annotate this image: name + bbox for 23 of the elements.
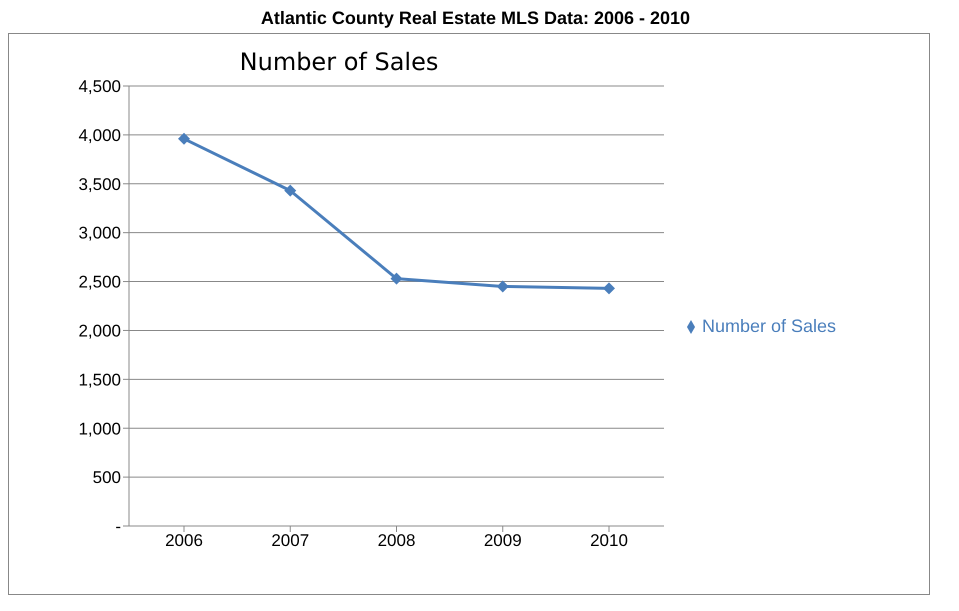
point <box>496 280 509 292</box>
x-tick-label: 2010 <box>590 531 628 550</box>
chart-subtitle: Number of Sales <box>238 47 440 76</box>
x-tick-label: 2008 <box>378 531 416 550</box>
y-tick-label: 4,000 <box>78 126 121 145</box>
y-tick-label: 3,000 <box>78 224 121 243</box>
y-tick-label: 4,500 <box>78 77 121 96</box>
y-tick-label: 2,500 <box>78 272 121 292</box>
y-tick-label: 2,000 <box>78 321 121 340</box>
legend-label: Number of Sales <box>702 316 836 336</box>
point <box>178 132 190 145</box>
x-tick-label: 2009 <box>484 531 522 550</box>
x-tick-label: 2007 <box>271 531 310 550</box>
y-tick-label: 1,500 <box>78 370 121 390</box>
point <box>284 184 296 197</box>
chart-title: Atlantic County Real Estate MLS Data: 2006 - 2010 <box>260 8 692 29</box>
y-tick-label: 1,000 <box>78 419 121 438</box>
point <box>603 282 615 294</box>
y-tick-label: 500 <box>92 468 121 488</box>
point <box>390 272 402 285</box>
x-tick-label: 2006 <box>165 531 203 550</box>
y-tick-label: 3,500 <box>78 174 121 194</box>
y-tick-label: - <box>115 517 121 536</box>
